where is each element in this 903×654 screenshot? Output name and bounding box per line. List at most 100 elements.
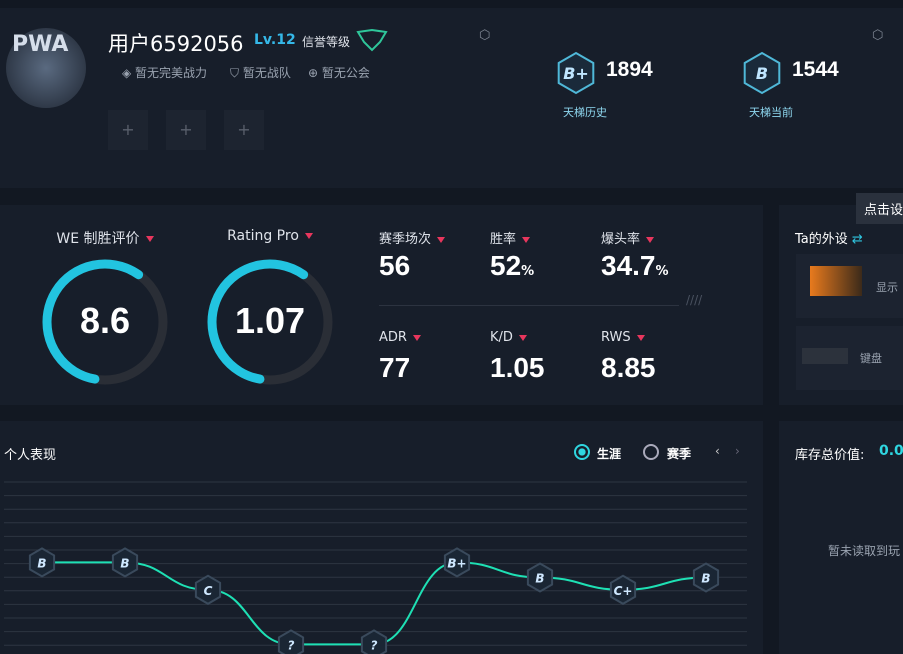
point-label: B [120, 556, 129, 570]
tag: ⛉ 暂无战队 [230, 66, 291, 80]
stat-label: ADR [379, 330, 421, 345]
tab[interactable]: 赛季 [667, 447, 692, 461]
add-slot[interactable]: + [108, 110, 148, 150]
grade-point [692, 562, 720, 593]
rating-label-text: WE 制胜评价 [56, 231, 140, 247]
grade-badge: B+ [557, 51, 595, 95]
stat-value: 77 [379, 352, 410, 384]
user-name: 用户6592056 [108, 32, 244, 56]
grade-point [443, 547, 471, 578]
stat-value: 1.05 [490, 352, 545, 384]
dropdown[interactable] [636, 334, 645, 341]
stat-label-text: 胜率 [490, 232, 517, 247]
keyboard-image [802, 348, 848, 364]
gauge-arc [207, 259, 333, 385]
gauge [207, 259, 333, 385]
stat-label-text: 爆头率 [601, 232, 641, 247]
next[interactable]: › [735, 444, 740, 458]
add-slot[interactable]: + [166, 110, 206, 150]
radio[interactable] [643, 444, 659, 460]
stat-label: 爆头率 [601, 228, 655, 247]
divider [379, 305, 679, 306]
stat-number: 1.05 [490, 352, 545, 383]
ladder-label: 天梯当前 [749, 106, 793, 119]
tag: ⊕ 暂无公会 [308, 66, 370, 80]
grade-point [194, 574, 222, 605]
stat-number: 77 [379, 352, 411, 383]
stat-label: RWS [601, 330, 645, 345]
avatar [6, 28, 86, 108]
point-label: B [37, 556, 46, 570]
tag-text: 暂无公会 [321, 66, 370, 80]
rating-label-text: Rating Pro [227, 228, 299, 244]
stat-value: 8.85 [601, 352, 656, 384]
point-label: ? [288, 638, 295, 652]
profile-panel [0, 8, 903, 188]
chart-panel [0, 421, 763, 654]
stat-label-text: K/D [490, 330, 513, 345]
dropdown[interactable] [412, 334, 421, 341]
grade-point [609, 574, 637, 605]
tooltip: 点击设 [856, 193, 903, 224]
prev[interactable]: ‹ [715, 444, 720, 458]
stat-number: 56 [379, 250, 411, 281]
inventory-panel [779, 421, 903, 654]
stat-label-text: 赛季场次 [379, 232, 432, 247]
stat-label: K/D [490, 330, 527, 345]
avatar-text: PWA [12, 32, 69, 57]
point-label: ? [371, 638, 378, 652]
ladder-label: 天梯历史 [563, 106, 607, 119]
level: Lv.12 [254, 32, 296, 48]
tab[interactable]: 生涯 [597, 447, 622, 461]
inventory-value: 0.0 [879, 443, 903, 459]
chart-title: 个人表现 [4, 448, 57, 463]
point-label: C+ [614, 584, 633, 598]
rating-value: 1.07 [234, 300, 306, 341]
rating-label: Rating Pro [220, 228, 320, 244]
stat-label-text: RWS [601, 330, 631, 345]
dropdown[interactable] [145, 236, 154, 242]
dropdown[interactable] [518, 334, 527, 341]
dropdown[interactable] [304, 233, 313, 239]
grade-point [111, 547, 139, 578]
stat-label: 赛季场次 [379, 228, 446, 247]
point-label: B [701, 571, 710, 585]
settings-icon[interactable]: ⬡ [872, 28, 884, 43]
ladder-score: 1544 [792, 58, 839, 81]
stat-value: 34.7% [601, 250, 669, 282]
badge-shape [743, 51, 781, 95]
gauge-arc [42, 259, 168, 385]
grade-point [360, 629, 388, 654]
reputation: 信誉等级 [302, 35, 351, 49]
add-slot[interactable]: + [224, 110, 264, 150]
stat-unit: % [521, 264, 535, 279]
stat-unit: % [655, 264, 669, 279]
badge-shape [557, 51, 595, 95]
stat-value: 56 [379, 250, 410, 282]
tag-text: 暂无战队 [242, 66, 291, 80]
radio-selected[interactable] [574, 444, 590, 460]
point-label: B [535, 571, 544, 585]
point-label: B+ [447, 556, 466, 570]
tag: ◈ 暂无完美战力 [122, 66, 208, 80]
dropdown[interactable] [437, 236, 446, 243]
stat-value: 52% [490, 250, 534, 282]
inventory-label: 库存总价值: [795, 448, 865, 463]
settings-icon[interactable]: ⬡ [479, 28, 491, 43]
gauge [42, 259, 168, 385]
stat-label-text: ADR [379, 330, 407, 345]
grade-badge: B [743, 51, 781, 95]
rating-value: 8.6 [79, 300, 131, 341]
grade-point [526, 562, 554, 593]
gear-name: 键盘 [860, 352, 882, 365]
gear-title-text: Ta的外设 [795, 232, 848, 247]
decor: //// [686, 293, 703, 307]
grade-point [28, 547, 56, 578]
badge-grade: B [756, 64, 768, 83]
stat-label: 胜率 [490, 228, 531, 247]
stat-number: 8.85 [601, 352, 656, 383]
tag-text: 暂无完美战力 [135, 66, 208, 80]
dropdown[interactable] [646, 236, 655, 243]
badge-grade: B+ [563, 64, 589, 83]
dropdown[interactable] [522, 236, 531, 243]
